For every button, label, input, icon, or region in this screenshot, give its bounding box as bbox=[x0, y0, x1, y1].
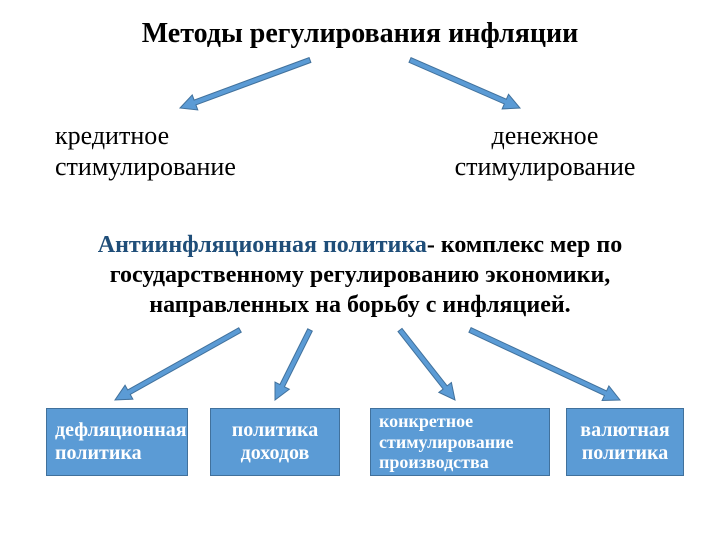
policy-box-income: политика доходов bbox=[210, 408, 340, 476]
diagram-title: Методы регулирования инфляции bbox=[0, 18, 720, 50]
middle-accent: Антиинфляционная политика bbox=[98, 232, 427, 258]
branch-right-label: денежноестимулирование bbox=[430, 120, 660, 182]
middle-definition: Антиинфляционная политика- комплекс мер … bbox=[60, 230, 660, 320]
policy-box-deflation: дефляционная политика bbox=[46, 408, 188, 476]
policy-box-currency: валютная политика bbox=[566, 408, 684, 476]
policy-box-production: конкретное стимулирование производства bbox=[370, 408, 550, 476]
branch-left-label: кредитноестимулирование bbox=[55, 120, 236, 182]
